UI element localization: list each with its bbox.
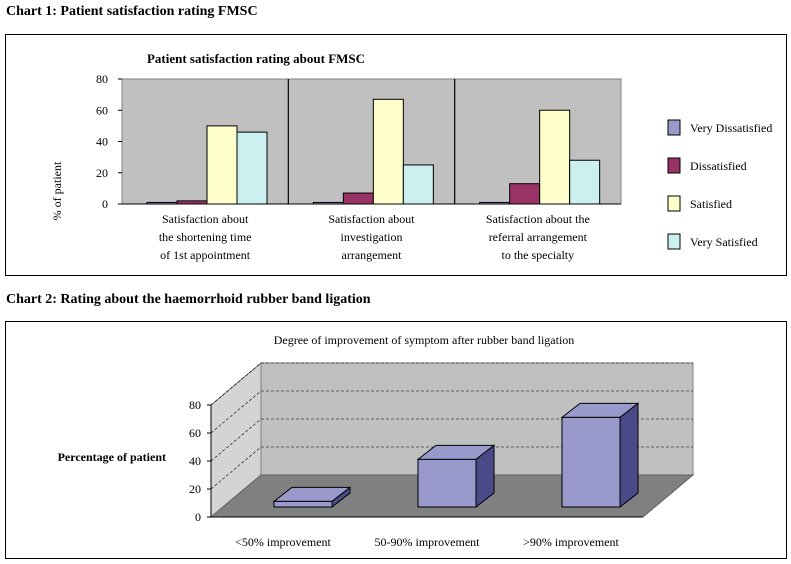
chart2-panel: Degree of improvement of symptom after r… — [5, 321, 787, 559]
chart2-bar — [272, 486, 352, 509]
chart1-bar — [372, 98, 404, 205]
chart1-legend-swatch — [667, 195, 681, 212]
chart2-y-tick-label: 20 — [189, 482, 201, 496]
chart2-bar — [560, 402, 640, 509]
chart1-y-tick-label: 20 — [96, 166, 108, 180]
chart1-bar — [509, 183, 541, 205]
chart1-category-label: referral arrangement — [489, 230, 588, 244]
chart1-legend-swatch — [667, 233, 681, 250]
chart1-bar — [236, 131, 268, 205]
chart2-heading: Chart 2: Rating about the haemorrhoid ru… — [6, 292, 371, 307]
chart2-y-tick-label: 60 — [189, 426, 201, 440]
chart1-y-tick-label: 40 — [96, 135, 108, 149]
chart1-panel: Patient satisfaction rating about FMSC %… — [5, 34, 787, 276]
chart2-svg: Degree of improvement of symptom after r… — [58, 333, 695, 549]
chart1-bar — [342, 192, 374, 205]
chart1-bar — [402, 164, 434, 205]
chart1-bar — [569, 159, 601, 205]
chart1-heading: Chart 1: Patient satisfaction rating FMS… — [6, 4, 258, 19]
chart2-gridline — [210, 418, 262, 462]
chart1-bar — [539, 109, 571, 205]
chart1-category-label: Satisfaction about the — [486, 212, 590, 226]
chart2-bar — [416, 444, 496, 509]
chart2-gridline — [210, 446, 262, 490]
chart1-y-axis-label: % of patient — [50, 161, 64, 220]
chart2-y-tick-label: 40 — [189, 454, 201, 468]
chart2-category-label: 50-90% improvement — [375, 535, 481, 549]
chart1-legend-label: Dissatisfied — [690, 159, 747, 173]
chart1-y-tick-label: 0 — [102, 197, 108, 211]
chart1-svg: Patient satisfaction rating about FMSC %… — [50, 51, 772, 262]
chart2-category-label: <50% improvement — [235, 535, 331, 549]
chart1-category-label: of 1st appointment — [160, 248, 251, 262]
chart1-legend-label: Very Dissatisfied — [690, 121, 772, 135]
chart1-y-tick-label: 60 — [96, 103, 108, 117]
chart1-legend-swatch — [667, 119, 681, 136]
chart1-category-label: to the specialty — [502, 248, 575, 262]
chart2-gridline — [210, 362, 262, 406]
chart1-title: Patient satisfaction rating about FMSC — [147, 51, 365, 66]
chart1-plot-area — [121, 78, 622, 205]
chart2-y-tick-label: 80 — [189, 398, 201, 412]
chart2-y-tick-label: 0 — [195, 510, 201, 524]
chart1-legend-label: Satisfied — [690, 197, 732, 211]
chart1-category-label: investigation — [341, 230, 403, 244]
chart2-gridline — [210, 390, 262, 434]
chart1-category-label: Satisfaction about — [162, 212, 249, 226]
chart1-bar — [206, 125, 238, 205]
chart1-category-label: Satisfaction about — [328, 212, 415, 226]
chart1-legend-swatch — [667, 157, 681, 174]
chart2-category-label: >90% improvement — [523, 535, 619, 549]
chart1-legend-label: Very Satisfied — [690, 235, 758, 249]
chart1-category-label: the shortening time — [159, 230, 252, 244]
chart2-title: Degree of improvement of symptom after r… — [274, 333, 575, 347]
chart1-category-label: arrangement — [342, 248, 403, 262]
chart1-y-tick-label: 80 — [96, 72, 108, 86]
chart2-y-axis-label: Percentage of patient — [58, 450, 166, 464]
